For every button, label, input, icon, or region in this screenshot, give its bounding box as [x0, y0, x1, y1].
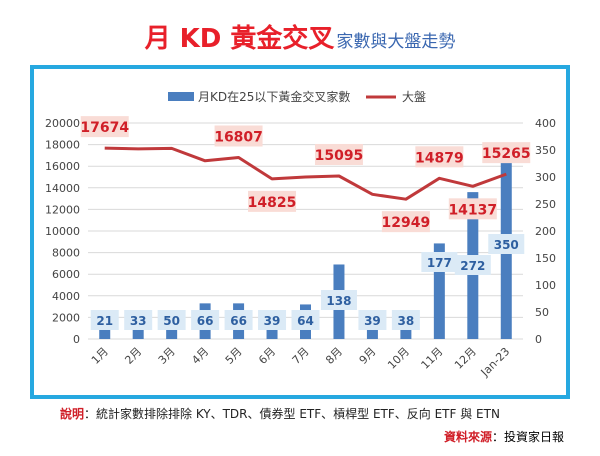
index-line — [104, 146, 507, 201]
right-tick-label: 250 — [535, 198, 556, 211]
index-label-box — [80, 116, 129, 138]
bar-value-label: 66 — [197, 314, 214, 328]
bar-value-label: 64 — [297, 314, 314, 328]
bar-label-box — [488, 234, 525, 254]
index-label-box — [381, 211, 430, 233]
right-tick-label: 100 — [535, 279, 556, 292]
source-note: 資料來源：投資家日報 — [444, 428, 564, 445]
index-value-label: 12949 — [382, 215, 431, 231]
index-label-box — [314, 143, 363, 165]
left-tick-label: 10000 — [45, 225, 80, 238]
bar-value-label: 50 — [163, 314, 180, 328]
x-tick-label: 6月 — [256, 345, 278, 367]
bar-value-label: 66 — [230, 314, 247, 328]
right-tick-label: 0 — [535, 333, 542, 346]
left-tick-label: 12000 — [45, 203, 80, 216]
bar-label-box — [291, 310, 320, 330]
bar-label-box — [90, 310, 119, 330]
legend-label-bars: 月KD在25以下黃金交叉家數 — [198, 89, 350, 104]
index-label-box — [482, 142, 531, 164]
chart-title: 月 KD 黃金交叉 家數與大盤走勢 — [0, 18, 600, 55]
bar-label-box — [224, 310, 253, 330]
bar-label-box — [258, 310, 287, 330]
bar-value-label: 33 — [130, 314, 147, 328]
legend-swatch-bars — [168, 92, 194, 101]
bar-label-box — [391, 310, 420, 330]
index-value-label: 16807 — [214, 129, 263, 145]
title-sub: 家數與大盤走勢 — [336, 32, 456, 52]
footnote-label: 說明 — [60, 407, 85, 421]
right-tick-label: 400 — [535, 117, 556, 130]
right-tick-label: 300 — [535, 171, 556, 184]
left-tick-label: 4000 — [52, 290, 80, 303]
right-tick-label: 200 — [535, 225, 556, 238]
source-text: ：投資家日報 — [491, 430, 564, 444]
x-tick-label: 3月 — [156, 345, 178, 367]
index-label-box — [415, 146, 464, 168]
combo-chart: 0200040006000800010000120001400016000180… — [45, 89, 556, 380]
footnote: 說明：統計家數排除排除 KY、TDR、債券型 ETF、槓桿型 ETF、反向 ET… — [60, 405, 500, 422]
bar-label-box — [157, 310, 186, 330]
x-tick-label: 4月 — [189, 345, 211, 367]
index-value-label: 17674 — [80, 120, 129, 136]
bar-value-label: 21 — [96, 314, 113, 328]
index-label-box — [248, 190, 297, 212]
bar-label-box — [454, 255, 491, 275]
bar-label-box — [320, 290, 357, 310]
legend-label-line: 大盤 — [402, 90, 426, 104]
bar-value-label: 138 — [326, 294, 351, 308]
x-tick-label: 2月 — [122, 345, 144, 367]
right-tick-label: 50 — [535, 306, 549, 319]
index-value-label: 15265 — [482, 146, 531, 162]
left-tick-label: 0 — [73, 333, 80, 346]
right-tick-label: 150 — [535, 252, 556, 265]
index-label-box — [448, 198, 497, 220]
bar-label-box — [124, 310, 153, 330]
x-tick-label: 12月 — [452, 345, 479, 372]
bar-label-box — [191, 310, 220, 330]
bar-value-label: 39 — [364, 314, 381, 328]
x-tick-label: 8月 — [323, 345, 345, 367]
source-label: 資料來源 — [443, 430, 492, 444]
chart-frame — [30, 65, 570, 399]
index-value-label: 14879 — [415, 150, 464, 166]
bar-value-label: 39 — [264, 314, 281, 328]
bar — [433, 243, 445, 339]
x-tick-label: 5月 — [223, 345, 245, 367]
left-tick-label: 16000 — [45, 160, 80, 173]
left-tick-label: 8000 — [52, 247, 80, 260]
index-value-label: 14137 — [448, 202, 497, 218]
index-value-label: 14825 — [248, 195, 297, 211]
bar — [132, 321, 144, 339]
x-tick-label: Jan-23 — [478, 345, 513, 380]
x-tick-label: 10月 — [385, 345, 412, 372]
right-tick-label: 350 — [535, 144, 556, 157]
bar-label-box — [421, 252, 458, 272]
bar-label-box — [358, 310, 387, 330]
x-tick-label: 9月 — [357, 345, 379, 367]
left-tick-label: 2000 — [52, 311, 80, 324]
bar — [99, 327, 111, 339]
left-tick-label: 20000 — [45, 117, 80, 130]
title-main: 月 KD 黃金交叉 — [144, 24, 335, 54]
x-tick-label: 1月 — [89, 345, 111, 367]
left-tick-label: 18000 — [45, 139, 80, 152]
index-value-label: 15095 — [315, 148, 364, 164]
bar-value-label: 38 — [398, 314, 415, 328]
index-label-box — [214, 125, 263, 147]
bar-value-label: 350 — [494, 238, 519, 252]
footnote-text: ：統計家數排除排除 KY、TDR、債券型 ETF、槓桿型 ETF、反向 ETF … — [84, 407, 500, 421]
x-tick-label: 11月 — [419, 345, 446, 372]
left-tick-label: 6000 — [52, 268, 80, 281]
bar-value-label: 272 — [460, 259, 485, 273]
bar-value-label: 177 — [427, 256, 452, 270]
x-tick-label: 7月 — [290, 345, 312, 367]
left-tick-label: 14000 — [45, 182, 80, 195]
